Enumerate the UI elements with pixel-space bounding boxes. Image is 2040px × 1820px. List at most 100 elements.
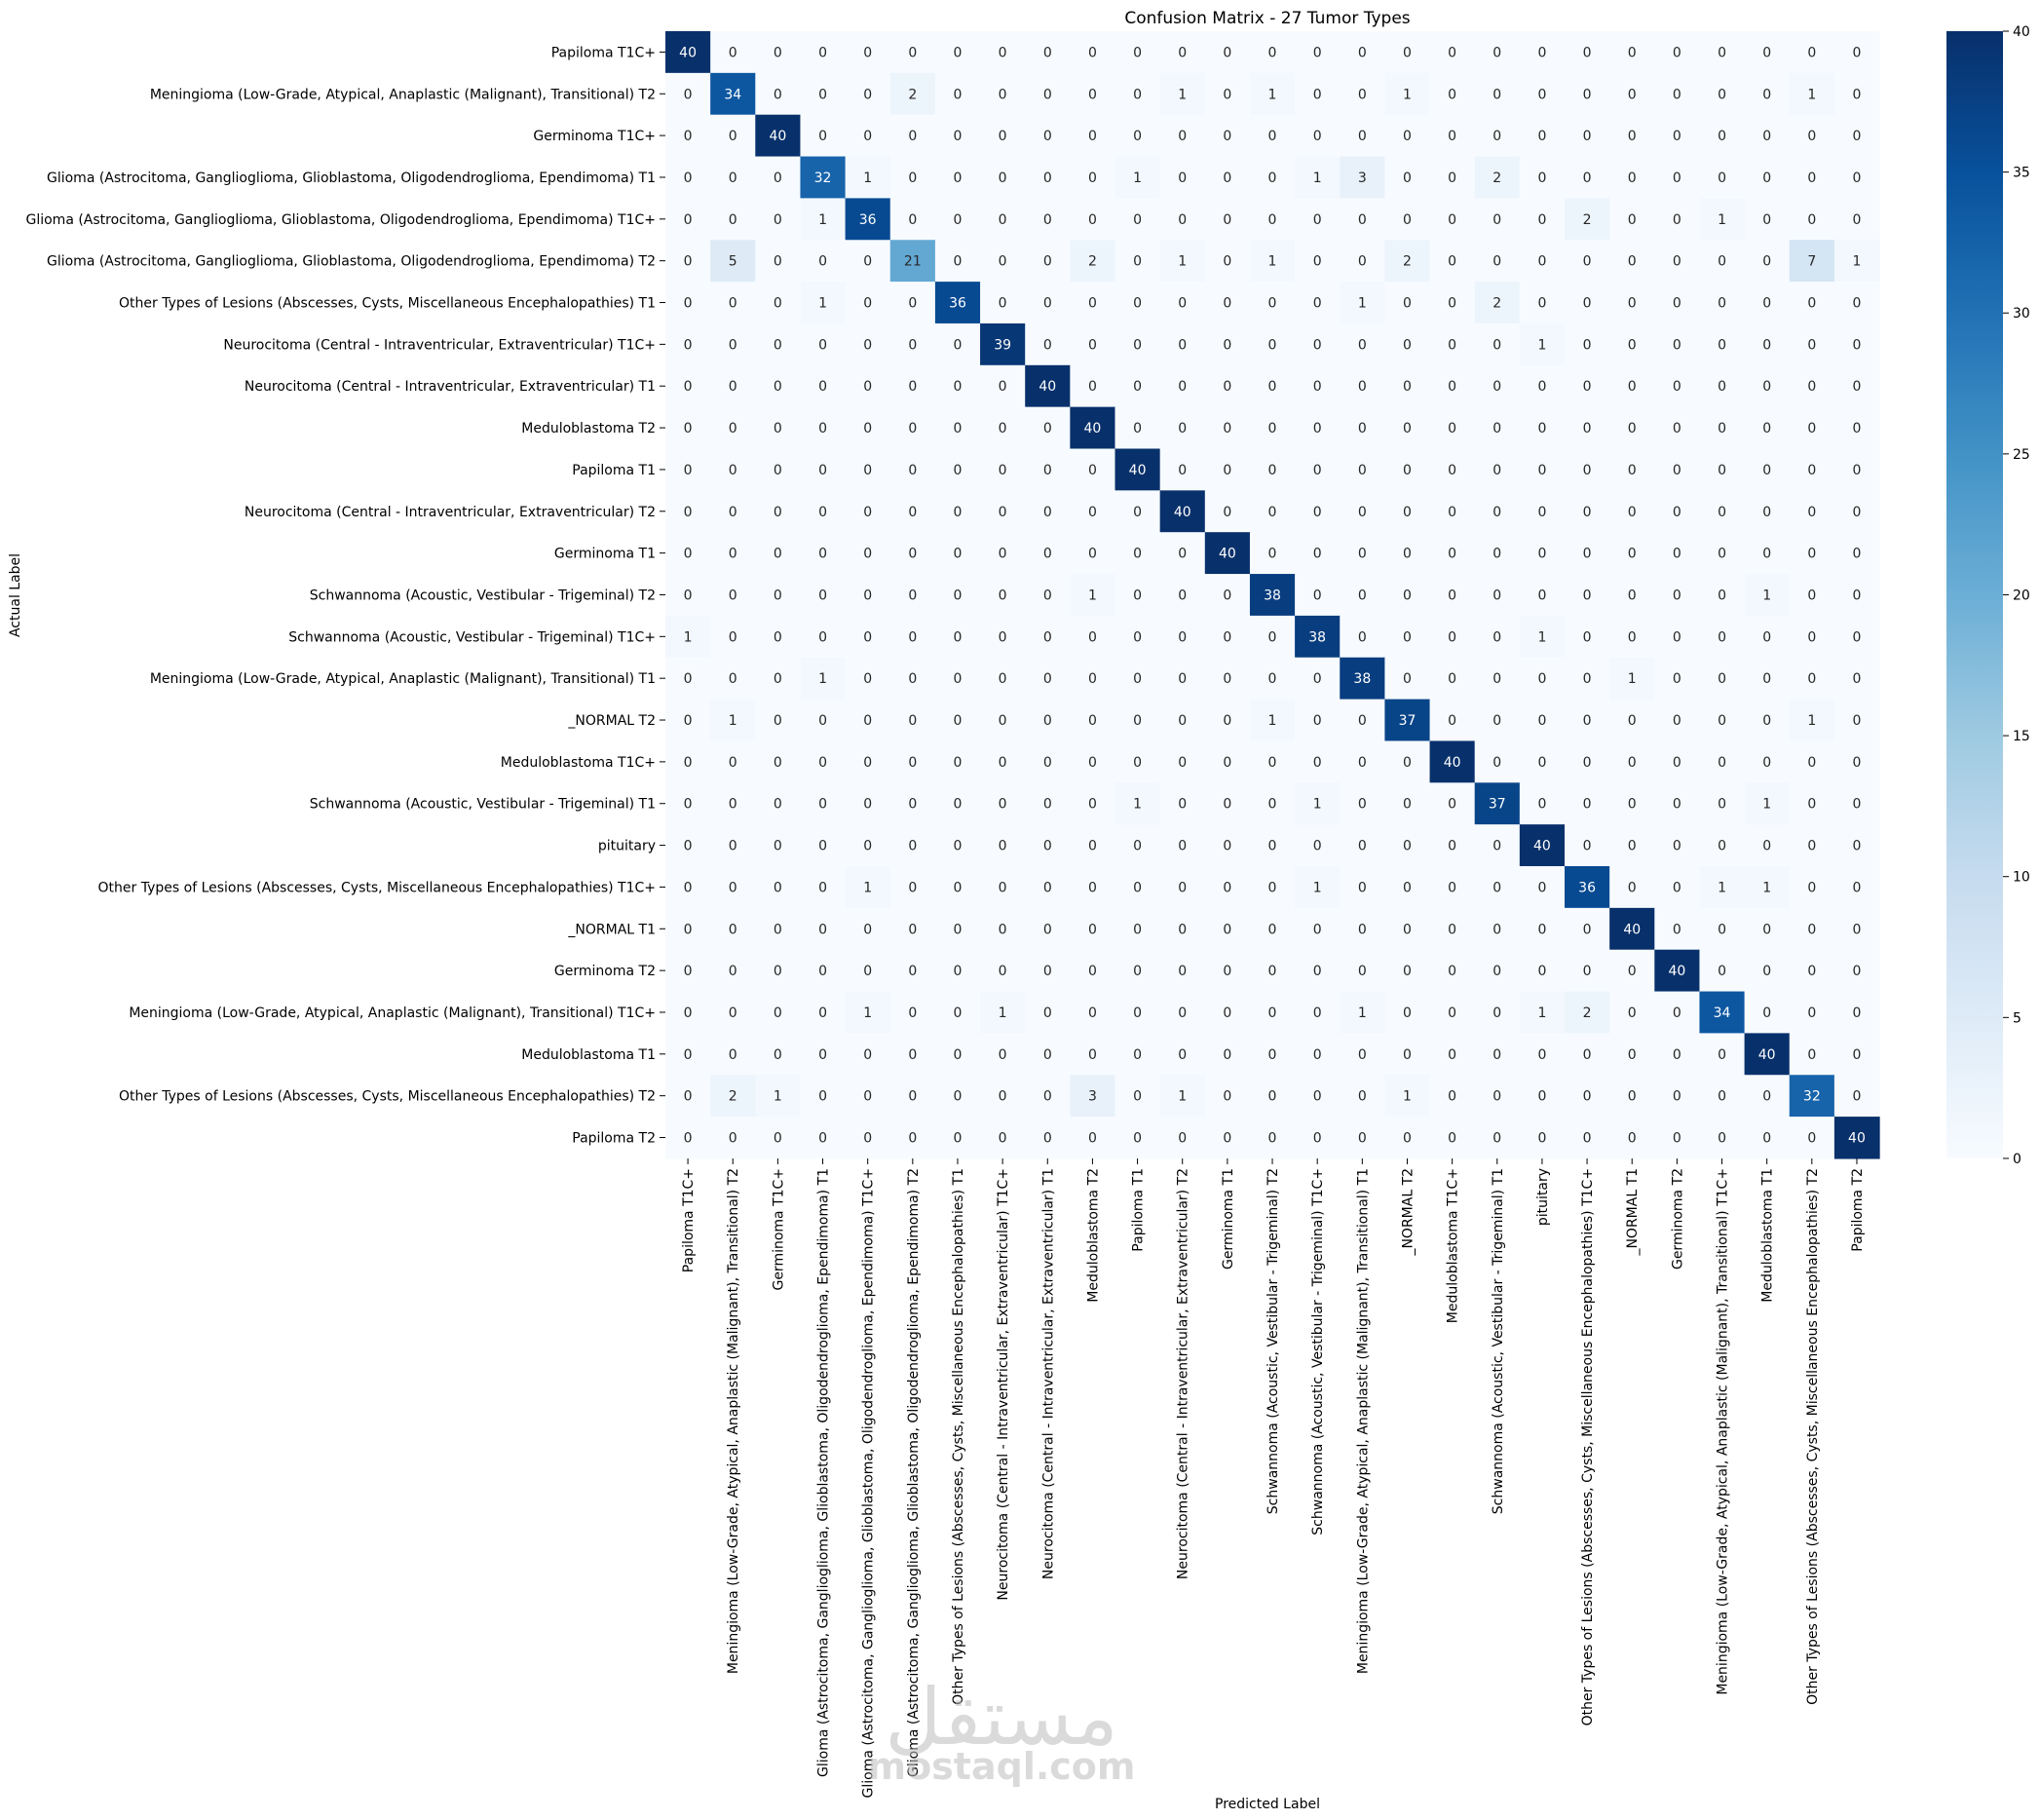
heatmap-cell (1114, 364, 1161, 408)
cell-value: 0 (1718, 45, 1726, 60)
heatmap-cell (1114, 156, 1161, 199)
heatmap-cell (710, 282, 756, 324)
heatmap-cell (1699, 532, 1746, 575)
cell-value: 0 (1673, 1047, 1681, 1063)
heatmap-cell (1833, 907, 1880, 951)
heatmap-cell (1249, 740, 1296, 783)
heatmap-cell (1159, 490, 1206, 533)
cell-value: 0 (1088, 964, 1097, 979)
heatmap-cell (1654, 740, 1701, 783)
heatmap-cell (1789, 866, 1835, 909)
heatmap-cell (1070, 1117, 1116, 1159)
cell-value: 0 (1807, 964, 1816, 979)
cell-value: 1 (1268, 713, 1277, 729)
heatmap-cell (755, 824, 802, 867)
heatmap-cell (1429, 322, 1476, 366)
heatmap-cell (1249, 406, 1296, 450)
y-axis-label: Actual Label (8, 553, 23, 637)
cell-value: 0 (1718, 337, 1726, 353)
heatmap-cell (1699, 1075, 1746, 1118)
cell-value: 0 (1133, 922, 1142, 937)
cell-value: 0 (1133, 964, 1142, 979)
heatmap-cell (665, 114, 711, 158)
heatmap-cell (1744, 31, 1791, 74)
cell-value: 0 (1628, 212, 1637, 228)
y-tick-labels: Papiloma T1C+Meningioma (Low-Grade, Atyp… (25, 45, 665, 1147)
y-tick-label: Other Types of Lesions (Abscesses, Cysts… (119, 296, 656, 312)
heatmap-cell (1789, 240, 1835, 283)
cell-value: 0 (1492, 880, 1501, 895)
cell-value: 0 (908, 797, 917, 813)
heatmap-cell (800, 72, 847, 116)
cell-value: 0 (1762, 547, 1771, 562)
heatmap-cell (1070, 1075, 1116, 1118)
cell-value: 0 (999, 797, 1007, 813)
heatmap-cell (980, 657, 1026, 701)
heatmap-cell (1565, 156, 1610, 199)
cell-value: 0 (1223, 296, 1231, 312)
cell-value: 0 (1043, 1047, 1052, 1063)
cell-value: 0 (1628, 171, 1637, 186)
cell-value: 0 (1807, 463, 1816, 478)
heatmap-cell (1340, 740, 1385, 783)
cell-value: 0 (1403, 964, 1412, 979)
y-tick-label: Neurocitoma (Central - Intraventricular,… (245, 505, 656, 520)
cell-value: 40 (1758, 1047, 1776, 1063)
cell-value: 0 (863, 129, 872, 144)
cell-value: 0 (954, 1005, 963, 1021)
cell-value: 0 (818, 1047, 827, 1063)
cell-value: 0 (1313, 547, 1322, 562)
cell-value: 0 (774, 337, 782, 353)
heatmap-cell (980, 406, 1026, 450)
heatmap-cell (1789, 907, 1835, 951)
heatmap-cell (800, 322, 847, 366)
heatmap-cell (1474, 31, 1521, 74)
heatmap-cell (755, 949, 802, 993)
heatmap-cell (755, 699, 802, 742)
cell-value: 0 (1762, 964, 1771, 979)
heatmap-cell (1744, 907, 1791, 951)
heatmap-cell (1519, 657, 1566, 701)
cell-value: 37 (1399, 713, 1417, 729)
cell-value: 0 (863, 629, 872, 645)
cell-value: 0 (954, 547, 963, 562)
heatmap-cell (710, 156, 756, 199)
cell-value: 0 (684, 212, 693, 228)
cell-value: 0 (863, 588, 872, 603)
cell-value: 0 (999, 296, 1007, 312)
heatmap-cell (1070, 740, 1116, 783)
cell-value: 0 (1088, 629, 1097, 645)
cell-value: 0 (1133, 671, 1142, 687)
heatmap-cell (980, 282, 1026, 324)
cell-value: 0 (1448, 1131, 1456, 1147)
heatmap-cell (1833, 72, 1880, 116)
heatmap-cell (1699, 282, 1746, 324)
heatmap-cell (845, 782, 891, 825)
cell-value: 0 (1268, 1047, 1277, 1063)
heatmap-cell (710, 866, 756, 909)
cell-value: 0 (1043, 505, 1052, 520)
heatmap-cell (1159, 991, 1206, 1034)
heatmap-cell (1429, 156, 1476, 199)
heatmap-cell (1699, 699, 1746, 742)
cell-value: 0 (1853, 880, 1862, 895)
heatmap-cell (889, 1117, 936, 1159)
heatmap-cell (1429, 532, 1476, 575)
heatmap-cell (1340, 532, 1385, 575)
cell-value: 0 (1088, 1047, 1097, 1063)
heatmap-cell (1070, 866, 1116, 909)
heatmap-cell (1249, 114, 1296, 158)
heatmap-cell (1519, 240, 1566, 283)
heatmap-cell (800, 740, 847, 783)
heatmap-cell (1744, 866, 1791, 909)
heatmap-cell (1070, 240, 1116, 283)
cell-value: 0 (1807, 505, 1816, 520)
heatmap-cell (710, 240, 756, 283)
heatmap-cell (1609, 240, 1655, 283)
heatmap-cell (665, 31, 711, 74)
cell-value: 0 (684, 296, 693, 312)
cell-value: 0 (1133, 839, 1142, 854)
heatmap-cell (1654, 282, 1701, 324)
cell-value: 0 (1403, 1131, 1412, 1147)
cell-value: 0 (1853, 1089, 1862, 1105)
